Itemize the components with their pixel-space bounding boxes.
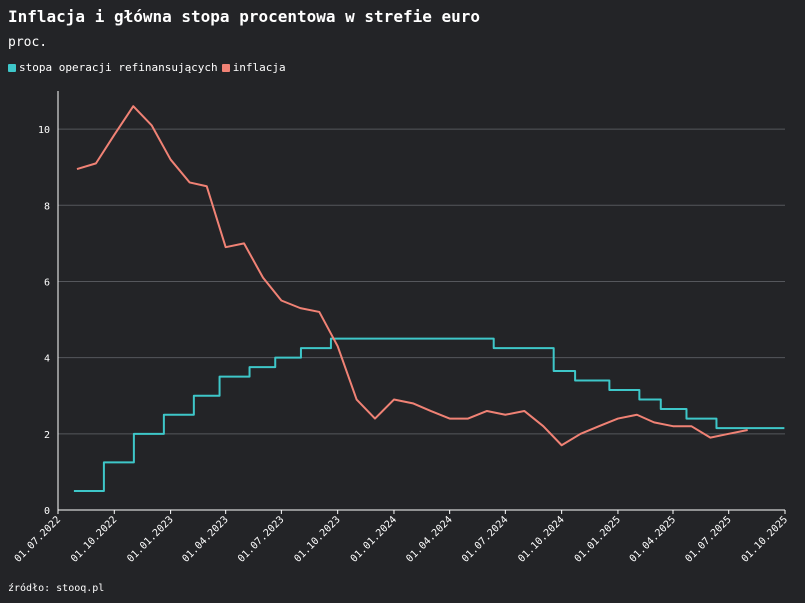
x-tick-label: 01.07.2023 — [236, 514, 286, 564]
y-tick-label: 6 — [44, 277, 50, 288]
source-note: źródło: stooq.pl — [8, 583, 105, 594]
x-tick-label: 01.04.2025 — [628, 514, 678, 564]
x-tick-label: 01.04.2024 — [404, 514, 454, 564]
chart-title: Inflacja i główna stopa procentowa w str… — [8, 7, 481, 26]
legend-swatch-rate — [8, 63, 16, 72]
x-tick-label: 01.07.2025 — [683, 514, 733, 564]
x-tick-label: 01.10.2024 — [516, 514, 566, 564]
x-tick-label: 01.10.2022 — [69, 514, 119, 564]
series-line-inflation — [76, 105, 748, 447]
x-tick-label: 01.01.2025 — [573, 514, 623, 564]
y-tick-label: 4 — [44, 354, 50, 365]
x-tick-label: 01.07.2022 — [13, 514, 63, 564]
x-tick-label: 01.01.2024 — [349, 514, 399, 564]
x-tick-label: 01.04.2023 — [180, 514, 230, 564]
legend-label-rate: stopa operacji refinansujących — [19, 61, 218, 74]
legend-label-inflation: inflacja — [232, 61, 286, 74]
y-tick-label: 0 — [44, 506, 50, 517]
legend-item-inflation: inflacja — [221, 61, 286, 74]
grid — [58, 128, 785, 435]
y-tick-label: 8 — [44, 201, 50, 212]
y-tick-label: 10 — [38, 125, 50, 136]
series-group — [73, 105, 785, 492]
x-tick-label: 01.07.2024 — [460, 514, 510, 564]
x-tick-label: 01.10.2023 — [292, 514, 342, 564]
axes — [57, 91, 786, 514]
legend: stopa operacji refinansujących inflacja — [8, 61, 290, 74]
legend-item-rate: stopa operacji refinansujących — [8, 61, 218, 74]
x-tick-label: 01.01.2023 — [125, 514, 175, 564]
x-tick-label: 01.10.2025 — [740, 514, 790, 564]
series-line-rate — [73, 337, 785, 492]
y-tick-label: 2 — [44, 430, 50, 441]
legend-swatch-inflation — [221, 63, 230, 72]
chart-subtitle: proc. — [8, 35, 48, 50]
